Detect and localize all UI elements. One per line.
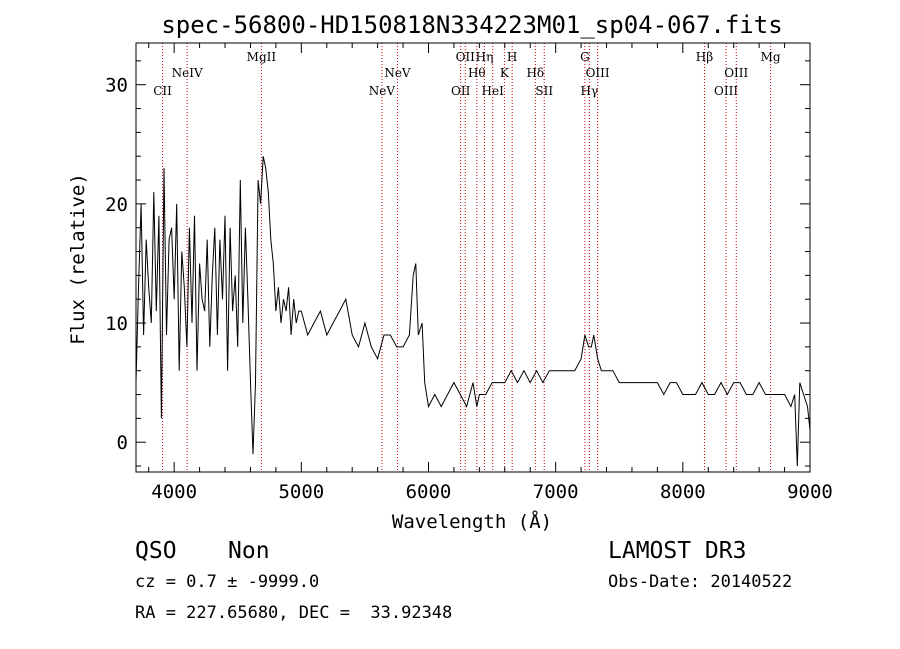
x-tick-label: 6000 (406, 481, 452, 503)
x-axis-label: Wavelength (Å) (392, 510, 552, 533)
line-marker-label: OIII (586, 66, 610, 80)
line-marker-label: Hγ (581, 84, 599, 98)
x-tick-label: 9000 (787, 481, 833, 503)
x-tick-label: 7000 (533, 481, 579, 503)
x-tick-label: 4000 (151, 481, 197, 503)
x-tick-label: 5000 (278, 481, 324, 503)
line-marker-label: OIII (724, 66, 748, 80)
axis-ticks: 4000 5000 6000 7000 8000 9000 0 10 20 30 (105, 43, 833, 503)
spectrum-series (135, 156, 811, 467)
line-marker-label: CII (153, 84, 172, 98)
line-marker-label: H (507, 50, 517, 64)
line-marker-label: HeI (482, 84, 505, 98)
x-tick-label: 8000 (660, 481, 706, 503)
line-marker-label: Hθ (468, 66, 486, 80)
line-marker-label: OII (451, 84, 471, 98)
obs-date-text: Obs-Date: 20140522 (608, 572, 793, 592)
y-tick-label: 10 (105, 313, 128, 335)
coords-text: RA = 227.65680, DEC = 33.92348 (135, 603, 453, 623)
y-tick-label: 0 (117, 432, 128, 454)
plot-frame (135, 42, 811, 473)
subclass-label: Non (228, 538, 270, 564)
line-marker-label: MgII (247, 50, 277, 64)
line-marker-label: Hη (476, 50, 494, 64)
chart-title: spec-56800-HD150818N334223M01_sp04-067.f… (161, 11, 782, 39)
line-marker-label: Hδ (526, 66, 544, 80)
line-marker-label: Mg (761, 50, 781, 64)
line-marker-label: Hβ (696, 50, 713, 64)
y-axis-label: Flux (relative) (67, 173, 89, 345)
class-label: QSO (135, 538, 177, 564)
cz-text: cz = 0.7 ± -9999.0 (135, 572, 320, 592)
y-tick-label: 30 (105, 75, 128, 97)
line-marker-label: SII (535, 84, 553, 98)
y-tick-label: 20 (105, 194, 128, 216)
line-marker-label: NeV (384, 66, 411, 80)
survey-label: LAMOST DR3 (608, 538, 747, 564)
line-marker-label: G (580, 50, 590, 64)
line-marker-label: OII (456, 50, 476, 64)
line-marker-label: OIII (714, 84, 738, 98)
line-marker-label: K (500, 66, 510, 80)
line-marker-label: NeIV (172, 66, 203, 80)
spectrum-line-0 (135, 156, 811, 467)
line-marker-label: NeV (369, 84, 396, 98)
